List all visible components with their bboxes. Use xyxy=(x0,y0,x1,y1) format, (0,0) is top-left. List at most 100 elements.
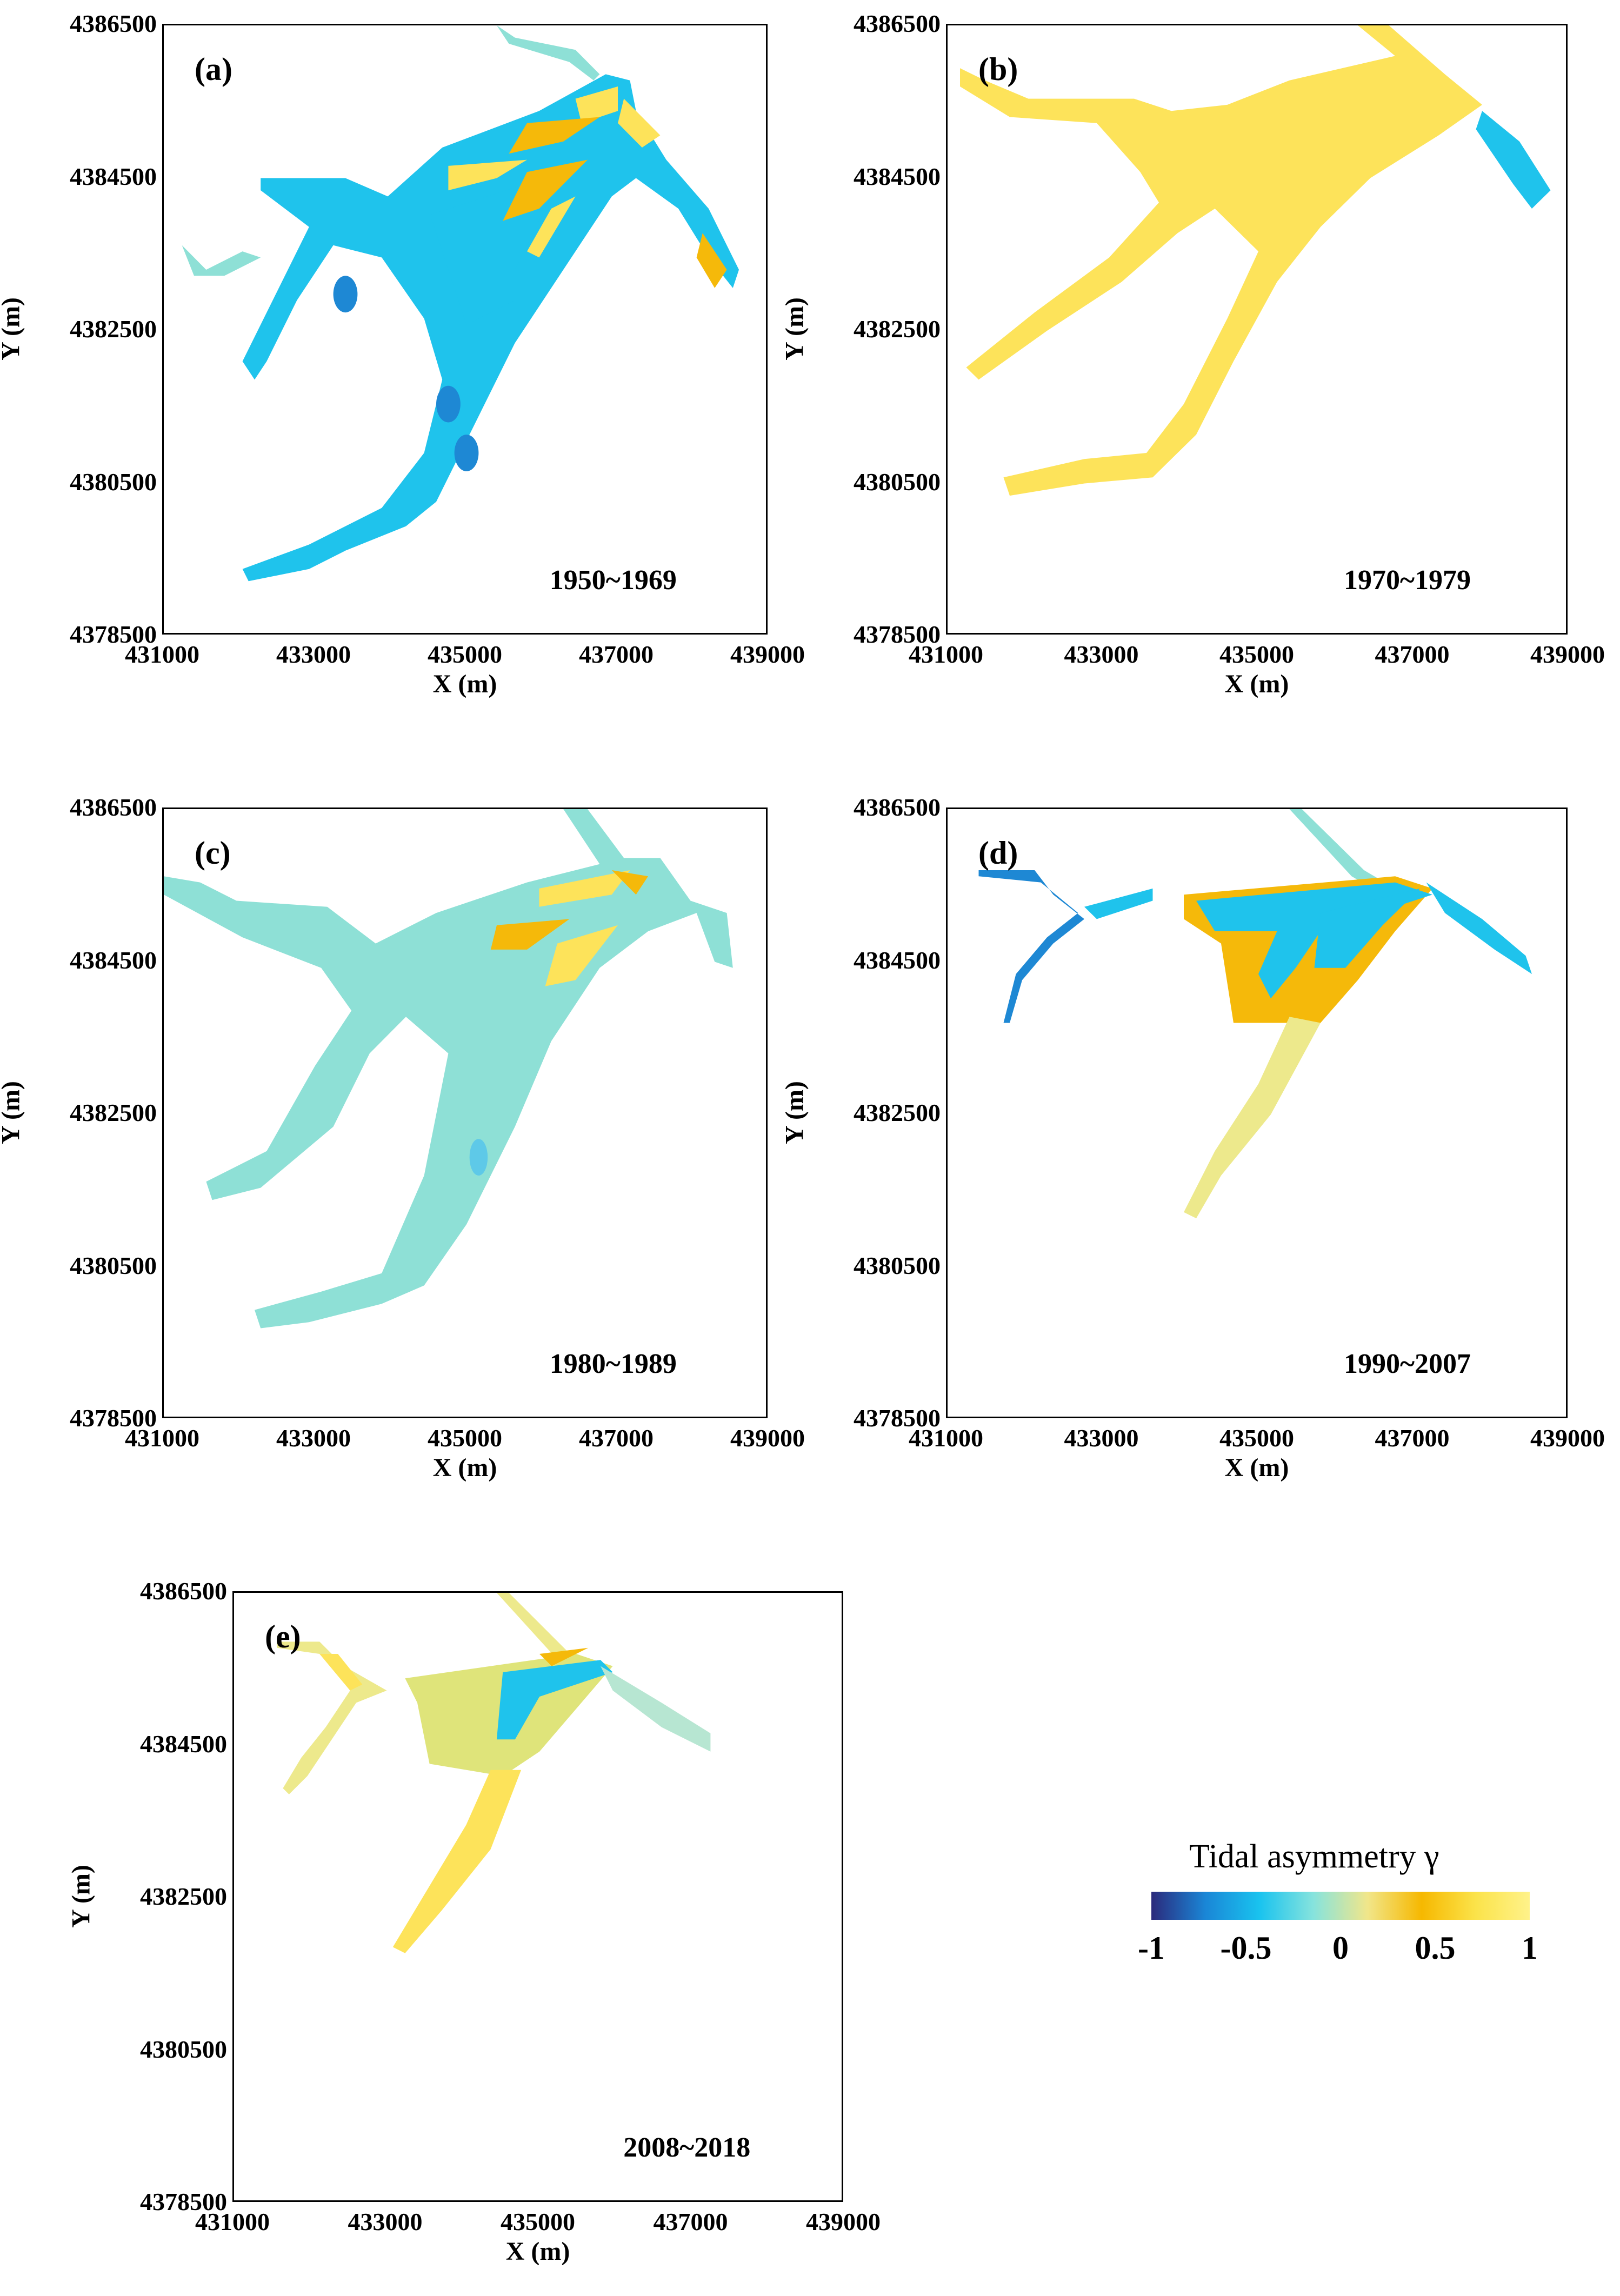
x-axis-label: X (m) xyxy=(432,1453,497,1482)
east-channel xyxy=(1426,882,1532,975)
plot-area xyxy=(946,807,1568,1418)
y-tick-label: 4378500 xyxy=(140,2188,227,2215)
colorbar-title: Tidal asymmetry γ xyxy=(1189,1838,1439,1875)
x-tick-label: 439000 xyxy=(1530,640,1605,668)
shoal-patch xyxy=(509,117,600,154)
panel-e: 4378500 4380500 4382500 4384500 4386500 43100… xyxy=(0,1567,919,2296)
west-channel xyxy=(277,1641,387,1794)
panel-a: 4378500 4380500 4382500 4384500 4386500 43100… xyxy=(0,0,805,746)
y-tick-label: 4384500 xyxy=(854,162,941,190)
panel-tag: (d) xyxy=(978,835,1018,871)
x-tick-label: 437000 xyxy=(653,2208,728,2235)
x-tick-label: 437000 xyxy=(579,640,654,668)
basin-channel xyxy=(496,1660,613,1740)
y-axis-label: Y (m) xyxy=(780,297,809,361)
plot-area xyxy=(232,1591,843,2202)
x-tick-label: 439000 xyxy=(1530,1424,1605,1452)
panel-b: 4378500 4380500 4382500 4384500 4386500 43100… xyxy=(781,0,1620,746)
deep-spot xyxy=(469,1139,488,1176)
x-tick-label: 431000 xyxy=(125,1424,199,1452)
x-tick-label: 433000 xyxy=(276,640,351,668)
shoal-patch xyxy=(575,86,618,123)
period-label: 2008~2018 xyxy=(623,2132,751,2163)
y-tick-label: 4380500 xyxy=(70,468,157,496)
shoal-patch xyxy=(527,196,576,258)
estuary-map xyxy=(277,1593,711,1953)
deep-spot xyxy=(333,276,358,313)
x-tick-label: 437000 xyxy=(579,1424,654,1452)
west-channel xyxy=(978,870,1084,1023)
x-axis-label: X (m) xyxy=(432,670,497,698)
y-tick-label: 4382500 xyxy=(854,1099,941,1126)
colorbar xyxy=(1151,1892,1530,1920)
x-tick-label: 431000 xyxy=(909,640,983,668)
west-link-channel xyxy=(1084,888,1153,919)
y-tick-label: 4384500 xyxy=(70,162,157,190)
x-axis-label: X (m) xyxy=(505,2237,570,2266)
colorbar-gradient xyxy=(1151,1892,1530,1920)
panel-c: 4378500 4380500 4382500 4384500 4386500 43100… xyxy=(0,784,805,1530)
y-tick-label: 4384500 xyxy=(70,946,157,974)
deep-spot xyxy=(436,385,461,423)
south-channel xyxy=(392,1770,522,1953)
panel-d: 4378500 4380500 4382500 4384500 4386500 43100… xyxy=(781,784,1620,1530)
water-body-main xyxy=(960,25,1482,496)
estuary-map xyxy=(182,25,739,582)
water-body-main xyxy=(164,809,733,1329)
y-axis-label: Y (m) xyxy=(0,297,25,361)
panel-tag: (e) xyxy=(265,1619,301,1654)
y-tick-label: 4378500 xyxy=(70,620,157,648)
panel-tag: (c) xyxy=(195,835,231,871)
estuary-map xyxy=(978,809,1532,1219)
x-tick-label: 431000 xyxy=(195,2208,270,2235)
y-tick-label: 4382500 xyxy=(854,315,941,343)
y-tick-label: 4382500 xyxy=(70,315,157,343)
x-axis-label: X (m) xyxy=(1224,670,1289,698)
shoal-patch xyxy=(618,98,661,148)
upstream-channel xyxy=(1289,809,1395,895)
x-tick-label: 435000 xyxy=(501,2208,575,2235)
y-tick-label: 4382500 xyxy=(70,1099,157,1126)
y-tick-label: 4378500 xyxy=(70,1404,157,1432)
y-tick-label: 4378500 xyxy=(854,1404,941,1432)
y-tick-label: 4380500 xyxy=(140,2035,227,2063)
x-tick-label: 435000 xyxy=(1219,640,1294,668)
x-tick-label: 433000 xyxy=(1064,1424,1139,1452)
x-tick-label: 435000 xyxy=(428,640,502,668)
y-tick-label: 4386500 xyxy=(854,10,941,37)
y-tick-label: 4384500 xyxy=(854,946,941,974)
colorbar-tick-label: 1 xyxy=(1522,1930,1538,1966)
y-tick-label: 4386500 xyxy=(70,793,157,821)
y-tick-label: 4378500 xyxy=(854,620,941,648)
x-tick-label: 433000 xyxy=(1064,640,1139,668)
y-tick-label: 4380500 xyxy=(854,1251,941,1279)
west-channel-shoal xyxy=(319,1654,363,1691)
x-tick-label: 439000 xyxy=(806,2208,881,2235)
east-channel xyxy=(601,1666,711,1752)
colorbar-tick-label: -1 xyxy=(1138,1930,1165,1966)
deep-spot xyxy=(454,435,479,471)
south-channel xyxy=(1184,1017,1321,1219)
left-channel xyxy=(182,245,261,276)
period-label: 1980~1989 xyxy=(549,1349,677,1379)
upstream-channel xyxy=(497,25,600,81)
shoal-patch xyxy=(503,159,588,221)
plot-area xyxy=(946,24,1568,635)
colorbar-tick-label: 0 xyxy=(1332,1930,1349,1966)
period-label: 1970~1979 xyxy=(1344,565,1471,596)
shoal-patch xyxy=(448,159,527,191)
shoal-patch xyxy=(539,870,630,907)
period-label: 1990~2007 xyxy=(1344,1349,1471,1379)
shoal-patch xyxy=(696,233,727,288)
y-tick-label: 4386500 xyxy=(854,793,941,821)
basin-channel-2 xyxy=(1314,888,1420,968)
y-tick-label: 4386500 xyxy=(140,1577,227,1605)
x-tick-label: 435000 xyxy=(1219,1424,1294,1452)
plot-area xyxy=(162,807,768,1418)
shoal-patch xyxy=(490,919,570,950)
panel-tag: (b) xyxy=(978,51,1018,87)
x-tick-label: 437000 xyxy=(1375,1424,1450,1452)
plot-area xyxy=(162,24,768,635)
x-tick-label: 439000 xyxy=(730,640,805,668)
x-axis-label: X (m) xyxy=(1224,1453,1289,1482)
